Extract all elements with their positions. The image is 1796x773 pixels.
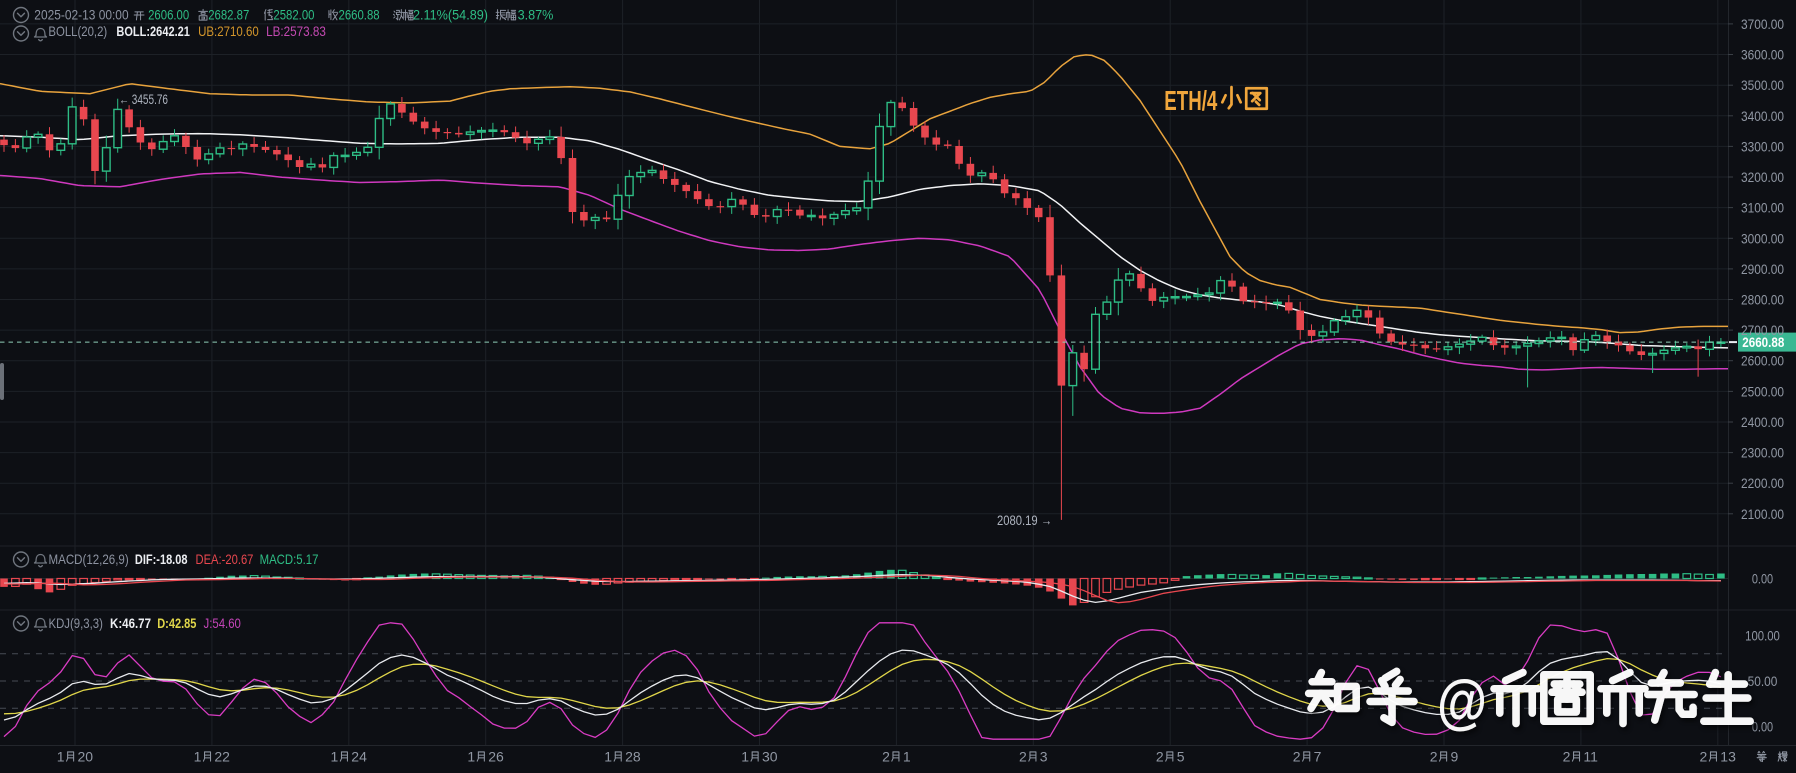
- svg-text:3400.00: 3400.00: [1741, 108, 1784, 124]
- svg-text:3300.00: 3300.00: [1741, 138, 1784, 154]
- svg-text:MACD(12,26,9): MACD(12,26,9): [49, 551, 129, 567]
- svg-text:MACD:5.17: MACD:5.17: [260, 551, 319, 567]
- svg-text:2700.00: 2700.00: [1741, 322, 1784, 338]
- svg-text:13: 13: [1720, 749, 1736, 765]
- svg-text:22: 22: [214, 749, 230, 765]
- svg-text:1: 1: [57, 749, 65, 765]
- svg-text:3200.00: 3200.00: [1741, 169, 1784, 185]
- svg-text:3500.00: 3500.00: [1741, 77, 1784, 93]
- svg-text:2: 2: [1563, 749, 1571, 765]
- svg-text:100.00: 100.00: [1745, 628, 1780, 644]
- svg-text:3100.00: 3100.00: [1741, 200, 1784, 216]
- svg-text:1: 1: [194, 749, 202, 765]
- svg-text:J:54.60: J:54.60: [204, 615, 242, 631]
- svg-text:2.11%(54.89): 2.11%(54.89): [413, 7, 488, 23]
- svg-text:2400.00: 2400.00: [1741, 414, 1784, 430]
- svg-text:2582.00: 2582.00: [273, 7, 314, 23]
- svg-text:UB:2710.60: UB:2710.60: [198, 23, 259, 39]
- svg-text:DEA:-20.67: DEA:-20.67: [196, 551, 254, 567]
- svg-text:2: 2: [882, 749, 890, 765]
- svg-text:2100.00: 2100.00: [1741, 506, 1784, 522]
- svg-text:DIF:-18.08: DIF:-18.08: [135, 551, 188, 567]
- svg-text:9: 9: [1451, 749, 1459, 765]
- svg-text:20: 20: [78, 749, 94, 765]
- svg-text:26: 26: [488, 749, 504, 765]
- svg-text:50.00: 50.00: [1748, 673, 1778, 689]
- svg-text:28: 28: [625, 749, 641, 765]
- svg-text:ETH/4: ETH/4: [1164, 85, 1217, 116]
- svg-text:1: 1: [604, 749, 612, 765]
- svg-text:1: 1: [741, 749, 749, 765]
- svg-text:1: 1: [903, 749, 911, 765]
- svg-text:2682.87: 2682.87: [208, 7, 249, 23]
- svg-text:3.87%: 3.87%: [518, 7, 554, 23]
- svg-text:LB:2573.83: LB:2573.83: [266, 23, 326, 39]
- svg-text:0.00: 0.00: [1752, 571, 1773, 587]
- svg-text:11: 11: [1583, 749, 1598, 765]
- svg-text:2660.88: 2660.88: [1742, 334, 1784, 350]
- svg-text:2: 2: [1293, 749, 1301, 765]
- svg-text:KDJ(9,3,3): KDJ(9,3,3): [49, 615, 103, 631]
- svg-text:2800.00: 2800.00: [1741, 292, 1784, 308]
- svg-text:3: 3: [1040, 749, 1048, 765]
- svg-text:2: 2: [1430, 749, 1438, 765]
- svg-text:3700.00: 3700.00: [1741, 16, 1784, 32]
- svg-text:2500.00: 2500.00: [1741, 383, 1784, 399]
- svg-text:1: 1: [467, 749, 475, 765]
- svg-text:BOLL(20,2): BOLL(20,2): [48, 23, 107, 39]
- svg-text:2660.88: 2660.88: [339, 7, 380, 23]
- svg-text:24: 24: [351, 749, 367, 765]
- svg-text:@: @: [1437, 668, 1487, 735]
- svg-text:2080.19 →: 2080.19 →: [997, 513, 1052, 528]
- svg-text:5: 5: [1177, 749, 1185, 765]
- svg-text:K:46.77: K:46.77: [110, 615, 151, 631]
- svg-text:D:42.85: D:42.85: [157, 615, 196, 631]
- svg-text:2200.00: 2200.00: [1741, 475, 1784, 491]
- svg-text:2900.00: 2900.00: [1741, 261, 1784, 277]
- svg-text:0.00: 0.00: [1752, 719, 1773, 735]
- svg-text:2300.00: 2300.00: [1741, 445, 1784, 461]
- svg-text:2606.00: 2606.00: [148, 7, 189, 23]
- svg-text:BOLL:2642.21: BOLL:2642.21: [116, 23, 190, 39]
- svg-text:← 3455.76: ← 3455.76: [119, 92, 168, 107]
- svg-text:30: 30: [762, 749, 778, 765]
- svg-text:3000.00: 3000.00: [1741, 230, 1784, 246]
- svg-text:3600.00: 3600.00: [1741, 47, 1784, 63]
- svg-text:2600.00: 2600.00: [1741, 353, 1784, 369]
- svg-text:7: 7: [1314, 749, 1322, 765]
- svg-text:2025-02-13 00:00: 2025-02-13 00:00: [34, 7, 128, 23]
- svg-text:2: 2: [1700, 749, 1708, 765]
- svg-text:2: 2: [1156, 749, 1164, 765]
- svg-text:1: 1: [331, 749, 339, 765]
- svg-text:2: 2: [1019, 749, 1027, 765]
